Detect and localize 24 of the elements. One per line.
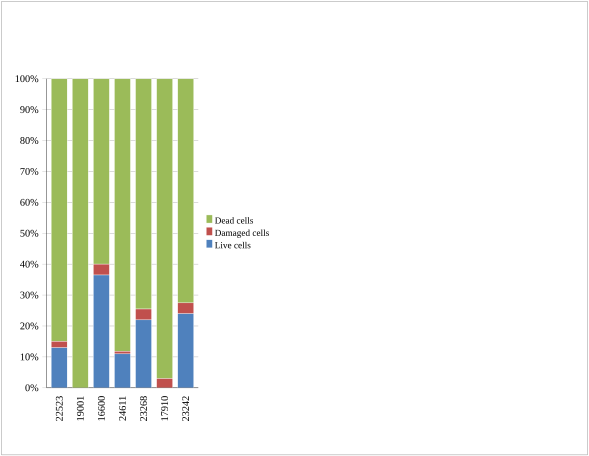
y-tick-label: 40% bbox=[20, 260, 38, 268]
y-tick-label: 100% bbox=[16, 75, 38, 82]
y-tick-label: 50% bbox=[20, 230, 38, 237]
y-tick-label: 60% bbox=[20, 198, 38, 206]
bar bbox=[114, 353, 131, 388]
x-tick-label: 16600 bbox=[98, 396, 105, 420]
x-tick-label: 23242 bbox=[182, 396, 190, 421]
x-tick-label: 19001 bbox=[76, 396, 84, 420]
legend-label: Damaged cells bbox=[214, 229, 269, 238]
y-tick-label: 30% bbox=[20, 291, 38, 298]
y-tick-label: 10% bbox=[20, 353, 38, 360]
legend-label: Dead cells bbox=[214, 216, 254, 224]
y-tick-label: 70% bbox=[20, 168, 38, 175]
y-tick-label: 90% bbox=[20, 106, 38, 113]
y-tick-label: 0% bbox=[25, 384, 38, 392]
bar bbox=[72, 78, 89, 388]
bar bbox=[114, 78, 131, 352]
x-tick-label: 24611 bbox=[119, 396, 126, 420]
legend-label: Live cells bbox=[214, 242, 251, 248]
y-tick-label: 20% bbox=[20, 322, 38, 330]
x-tick-label: 23268 bbox=[140, 396, 147, 421]
x-tick-label: 22523 bbox=[56, 396, 63, 421]
x-tick-label: 17910 bbox=[161, 396, 168, 420]
y-tick-label: 80% bbox=[20, 136, 38, 144]
